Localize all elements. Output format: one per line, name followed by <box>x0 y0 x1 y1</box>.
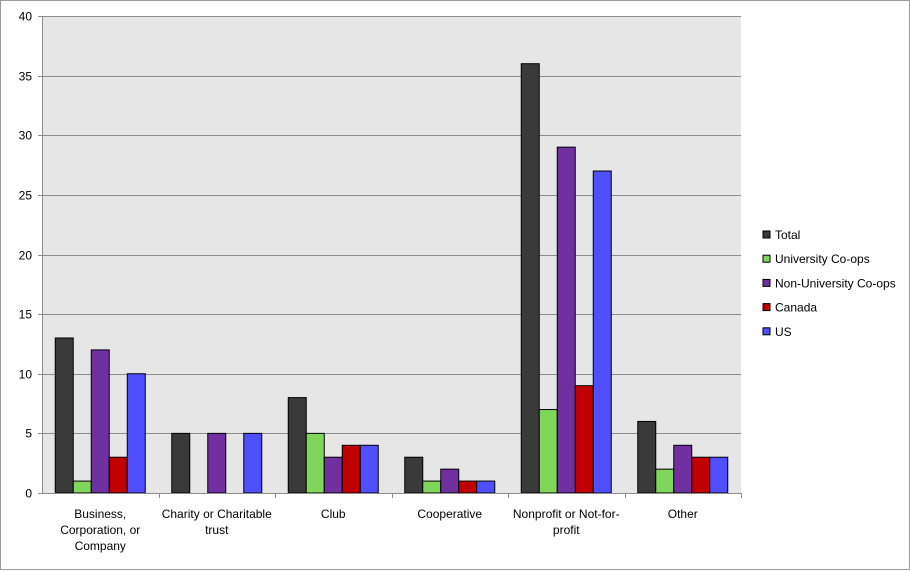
y-tick-label: 35 <box>19 70 33 84</box>
legend-swatch <box>762 254 771 263</box>
gridlines <box>38 16 741 494</box>
bar-canada-3 <box>458 480 478 494</box>
category-label: Nonprofit or Not-for-profit <box>513 507 620 537</box>
bar-total-3 <box>404 456 424 494</box>
legend-swatch <box>762 230 771 239</box>
bar-total-5 <box>637 420 657 494</box>
plot-area <box>42 16 741 493</box>
y-axis-tick-labels: 0 5 10 15 20 25 30 35 40 <box>19 10 33 501</box>
bar-non-university-co-ops-4 <box>556 146 576 494</box>
legend-label: University Co-ops <box>775 252 870 266</box>
bar-us-4 <box>592 170 612 494</box>
bar-canada-4 <box>574 385 594 494</box>
bar-us-3 <box>476 480 496 494</box>
category-labels: Business, Corporation, or Company Charity o… <box>60 507 698 553</box>
bar-university-co-ops-2 <box>305 432 325 494</box>
y-tick-label: 0 <box>25 487 32 501</box>
bar-non-university-co-ops-3 <box>440 468 460 494</box>
bar-us-5 <box>709 456 729 494</box>
legend-label: Total <box>775 228 800 242</box>
category-label: Business, Corporation, or Company <box>60 507 140 553</box>
y-tick-label: 30 <box>19 129 33 143</box>
y-tick-label: 5 <box>25 427 32 441</box>
bar-total-2 <box>287 397 307 494</box>
bar-total-0 <box>54 337 74 494</box>
bar-university-co-ops-4 <box>538 409 558 494</box>
y-tick-label: 15 <box>19 308 33 322</box>
bar-us-2 <box>359 444 379 494</box>
bar-total-1 <box>171 432 191 494</box>
legend-swatch <box>762 303 771 312</box>
category-label: Club <box>321 507 346 521</box>
legend: Total University Co-ops Non-University Co-… <box>762 228 896 339</box>
bar-non-university-co-ops-1 <box>207 432 227 494</box>
category-label: Other <box>668 507 698 521</box>
category-label: Cooperative <box>417 507 482 521</box>
bar-university-co-ops-5 <box>655 468 675 494</box>
y-tick-label: 10 <box>19 368 33 382</box>
bar-university-co-ops-0 <box>72 480 92 494</box>
category-label: Charity or Charitable trust <box>162 507 272 537</box>
legend-label: US <box>775 325 792 339</box>
legend-label: Non-University Co-ops <box>775 276 896 290</box>
bar-canada-5 <box>691 456 711 494</box>
bar-us-1 <box>243 432 263 494</box>
y-tick-label: 25 <box>19 189 33 203</box>
bar-university-co-ops-3 <box>422 480 442 494</box>
bar-non-university-co-ops-0 <box>90 349 110 494</box>
bar-canada-2 <box>341 444 361 494</box>
y-tick-label: 20 <box>19 249 33 263</box>
axes <box>42 16 742 498</box>
legend-swatch <box>762 327 771 336</box>
bar-non-university-co-ops-2 <box>323 456 343 494</box>
bar-canada-0 <box>108 456 128 494</box>
bar-total-4 <box>520 63 540 494</box>
legend-swatch <box>762 278 771 287</box>
bar-us-0 <box>126 373 146 494</box>
legend-label: Canada <box>775 301 817 315</box>
y-tick-label: 40 <box>19 10 33 24</box>
bar-non-university-co-ops-5 <box>673 444 693 494</box>
